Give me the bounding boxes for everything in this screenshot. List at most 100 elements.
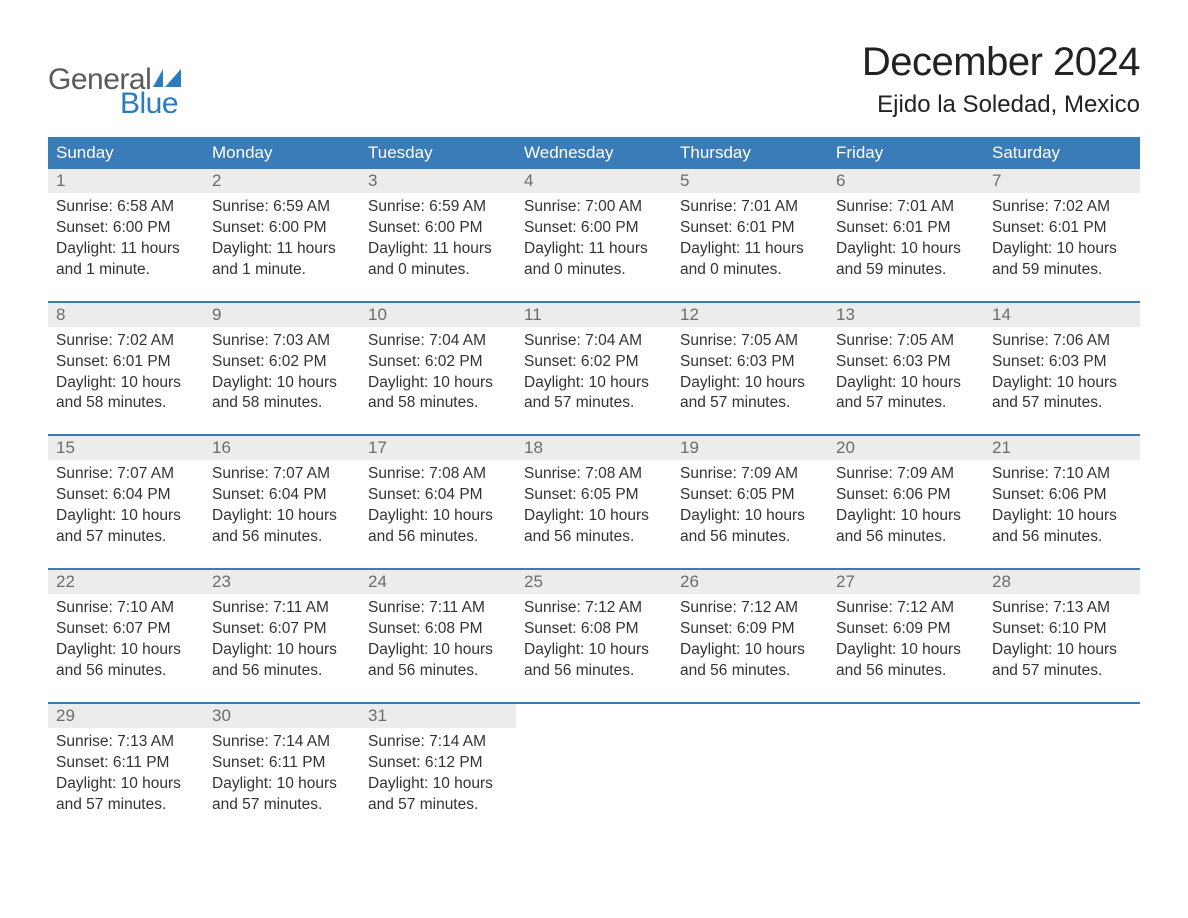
day-solar-data: Sunrise: 6:58 AMSunset: 6:00 PMDaylight:… bbox=[48, 193, 204, 281]
daylight-text-line2: and 57 minutes. bbox=[680, 393, 820, 414]
sunrise-text: Sunrise: 7:04 AM bbox=[524, 331, 664, 352]
calendar-day-cell: 2Sunrise: 6:59 AMSunset: 6:00 PMDaylight… bbox=[204, 169, 360, 289]
day-number: 3 bbox=[360, 169, 516, 193]
day-solar-data: Sunrise: 6:59 AMSunset: 6:00 PMDaylight:… bbox=[204, 193, 360, 281]
daylight-text-line1: Daylight: 10 hours bbox=[992, 640, 1132, 661]
daylight-text-line1: Daylight: 10 hours bbox=[680, 506, 820, 527]
calendar-day-cell: 11Sunrise: 7:04 AMSunset: 6:02 PMDayligh… bbox=[516, 303, 672, 423]
daylight-text-line2: and 57 minutes. bbox=[992, 393, 1132, 414]
calendar-day-cell: 12Sunrise: 7:05 AMSunset: 6:03 PMDayligh… bbox=[672, 303, 828, 423]
daylight-text-line2: and 58 minutes. bbox=[56, 393, 196, 414]
calendar-day-cell: 13Sunrise: 7:05 AMSunset: 6:03 PMDayligh… bbox=[828, 303, 984, 423]
day-solar-data: Sunrise: 7:01 AMSunset: 6:01 PMDaylight:… bbox=[828, 193, 984, 281]
weekday-header: Saturday bbox=[984, 137, 1140, 169]
daylight-text-line2: and 1 minute. bbox=[56, 260, 196, 281]
daylight-text-line2: and 57 minutes. bbox=[524, 393, 664, 414]
calendar-day-cell: 18Sunrise: 7:08 AMSunset: 6:05 PMDayligh… bbox=[516, 436, 672, 556]
day-number: 25 bbox=[516, 570, 672, 594]
sunset-text: Sunset: 6:09 PM bbox=[680, 619, 820, 640]
calendar-day-cell bbox=[984, 704, 1140, 824]
weekday-header: Monday bbox=[204, 137, 360, 169]
sunrise-text: Sunrise: 7:05 AM bbox=[836, 331, 976, 352]
calendar-grid: Sunday Monday Tuesday Wednesday Thursday… bbox=[48, 137, 1140, 823]
day-number: 12 bbox=[672, 303, 828, 327]
sunset-text: Sunset: 6:00 PM bbox=[524, 218, 664, 239]
daylight-text-line1: Daylight: 10 hours bbox=[524, 373, 664, 394]
day-number: 16 bbox=[204, 436, 360, 460]
day-solar-data: Sunrise: 7:00 AMSunset: 6:00 PMDaylight:… bbox=[516, 193, 672, 281]
daylight-text-line2: and 57 minutes. bbox=[212, 795, 352, 816]
daylight-text-line1: Daylight: 10 hours bbox=[836, 640, 976, 661]
daylight-text-line1: Daylight: 10 hours bbox=[524, 506, 664, 527]
daylight-text-line2: and 0 minutes. bbox=[524, 260, 664, 281]
day-number: 30 bbox=[204, 704, 360, 728]
daylight-text-line1: Daylight: 10 hours bbox=[992, 373, 1132, 394]
daylight-text-line2: and 59 minutes. bbox=[836, 260, 976, 281]
daylight-text-line1: Daylight: 10 hours bbox=[212, 506, 352, 527]
sunrise-text: Sunrise: 6:59 AM bbox=[368, 197, 508, 218]
calendar-day-cell: 16Sunrise: 7:07 AMSunset: 6:04 PMDayligh… bbox=[204, 436, 360, 556]
sunrise-text: Sunrise: 7:00 AM bbox=[524, 197, 664, 218]
daylight-text-line2: and 57 minutes. bbox=[368, 795, 508, 816]
sunrise-text: Sunrise: 7:14 AM bbox=[212, 732, 352, 753]
daylight-text-line2: and 56 minutes. bbox=[836, 661, 976, 682]
sunset-text: Sunset: 6:02 PM bbox=[212, 352, 352, 373]
day-number: 23 bbox=[204, 570, 360, 594]
sunrise-text: Sunrise: 7:06 AM bbox=[992, 331, 1132, 352]
calendar-day-cell: 24Sunrise: 7:11 AMSunset: 6:08 PMDayligh… bbox=[360, 570, 516, 690]
daylight-text-line1: Daylight: 10 hours bbox=[212, 774, 352, 795]
daylight-text-line1: Daylight: 10 hours bbox=[368, 774, 508, 795]
daylight-text-line1: Daylight: 11 hours bbox=[680, 239, 820, 260]
day-solar-data: Sunrise: 7:02 AMSunset: 6:01 PMDaylight:… bbox=[984, 193, 1140, 281]
day-number: 7 bbox=[984, 169, 1140, 193]
weekday-header-row: Sunday Monday Tuesday Wednesday Thursday… bbox=[48, 137, 1140, 169]
day-number: 18 bbox=[516, 436, 672, 460]
daylight-text-line2: and 57 minutes. bbox=[836, 393, 976, 414]
calendar-week-row: 15Sunrise: 7:07 AMSunset: 6:04 PMDayligh… bbox=[48, 434, 1140, 556]
calendar-day-cell: 6Sunrise: 7:01 AMSunset: 6:01 PMDaylight… bbox=[828, 169, 984, 289]
daylight-text-line2: and 59 minutes. bbox=[992, 260, 1132, 281]
sunset-text: Sunset: 6:04 PM bbox=[56, 485, 196, 506]
daylight-text-line2: and 0 minutes. bbox=[368, 260, 508, 281]
sunset-text: Sunset: 6:09 PM bbox=[836, 619, 976, 640]
day-number bbox=[828, 704, 984, 728]
sunrise-text: Sunrise: 6:58 AM bbox=[56, 197, 196, 218]
sunset-text: Sunset: 6:11 PM bbox=[56, 753, 196, 774]
sunrise-text: Sunrise: 7:07 AM bbox=[212, 464, 352, 485]
day-solar-data: Sunrise: 7:03 AMSunset: 6:02 PMDaylight:… bbox=[204, 327, 360, 415]
daylight-text-line2: and 56 minutes. bbox=[680, 661, 820, 682]
brand-logo: General Blue bbox=[48, 65, 181, 119]
daylight-text-line2: and 56 minutes. bbox=[368, 527, 508, 548]
day-solar-data: Sunrise: 7:10 AMSunset: 6:07 PMDaylight:… bbox=[48, 594, 204, 682]
day-solar-data: Sunrise: 7:01 AMSunset: 6:01 PMDaylight:… bbox=[672, 193, 828, 281]
day-number: 31 bbox=[360, 704, 516, 728]
daylight-text-line1: Daylight: 10 hours bbox=[836, 373, 976, 394]
day-solar-data: Sunrise: 7:12 AMSunset: 6:09 PMDaylight:… bbox=[672, 594, 828, 682]
calendar-day-cell: 23Sunrise: 7:11 AMSunset: 6:07 PMDayligh… bbox=[204, 570, 360, 690]
daylight-text-line1: Daylight: 11 hours bbox=[212, 239, 352, 260]
daylight-text-line2: and 56 minutes. bbox=[212, 527, 352, 548]
sunrise-text: Sunrise: 7:12 AM bbox=[836, 598, 976, 619]
sunset-text: Sunset: 6:03 PM bbox=[992, 352, 1132, 373]
calendar-day-cell: 21Sunrise: 7:10 AMSunset: 6:06 PMDayligh… bbox=[984, 436, 1140, 556]
daylight-text-line2: and 1 minute. bbox=[212, 260, 352, 281]
sunrise-text: Sunrise: 7:12 AM bbox=[524, 598, 664, 619]
sunset-text: Sunset: 6:01 PM bbox=[836, 218, 976, 239]
sunrise-text: Sunrise: 7:09 AM bbox=[680, 464, 820, 485]
day-solar-data: Sunrise: 7:09 AMSunset: 6:06 PMDaylight:… bbox=[828, 460, 984, 548]
calendar-day-cell: 26Sunrise: 7:12 AMSunset: 6:09 PMDayligh… bbox=[672, 570, 828, 690]
day-solar-data: Sunrise: 7:10 AMSunset: 6:06 PMDaylight:… bbox=[984, 460, 1140, 548]
sunrise-text: Sunrise: 7:13 AM bbox=[992, 598, 1132, 619]
day-solar-data: Sunrise: 7:05 AMSunset: 6:03 PMDaylight:… bbox=[672, 327, 828, 415]
weekday-header: Tuesday bbox=[360, 137, 516, 169]
sunset-text: Sunset: 6:08 PM bbox=[368, 619, 508, 640]
daylight-text-line1: Daylight: 10 hours bbox=[680, 373, 820, 394]
day-number: 27 bbox=[828, 570, 984, 594]
daylight-text-line2: and 56 minutes. bbox=[524, 661, 664, 682]
calendar-day-cell: 28Sunrise: 7:13 AMSunset: 6:10 PMDayligh… bbox=[984, 570, 1140, 690]
sunset-text: Sunset: 6:10 PM bbox=[992, 619, 1132, 640]
sunset-text: Sunset: 6:01 PM bbox=[56, 352, 196, 373]
daylight-text-line1: Daylight: 10 hours bbox=[56, 373, 196, 394]
sunset-text: Sunset: 6:02 PM bbox=[524, 352, 664, 373]
sunrise-text: Sunrise: 7:11 AM bbox=[212, 598, 352, 619]
